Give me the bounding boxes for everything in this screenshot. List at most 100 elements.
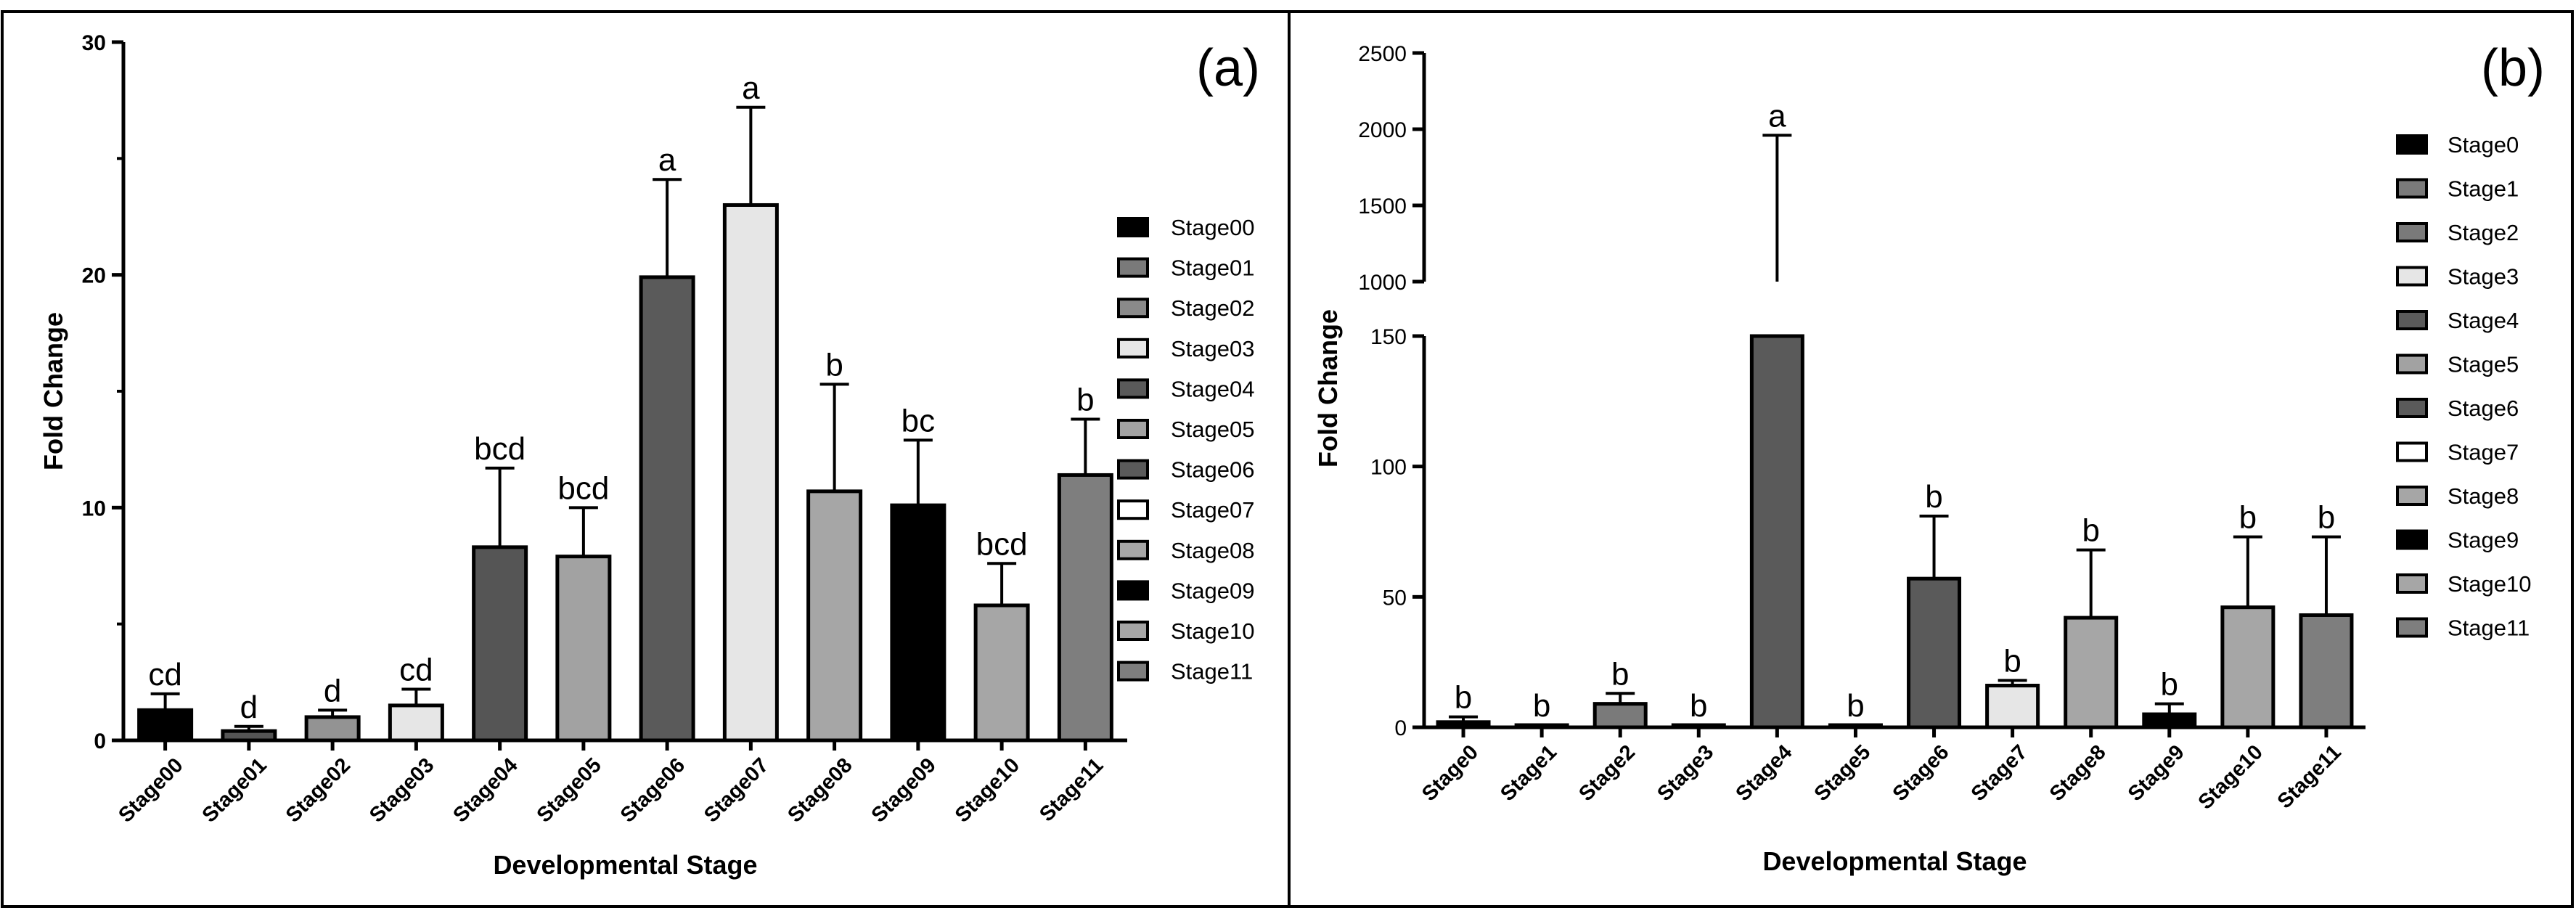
- legend-label-Stage01: Stage01: [1171, 255, 1255, 281]
- x-tick-label-Stage09: Stage09: [867, 753, 941, 827]
- legend-label-Stage07: Stage07: [1171, 497, 1255, 523]
- panel-label: (b): [2481, 39, 2545, 97]
- y-tick-label: 1000: [1358, 271, 1407, 295]
- y-tick-label: 20: [82, 264, 106, 288]
- legend-swatch-Stage07: [1117, 499, 1149, 520]
- y-tick-label: 1500: [1358, 195, 1407, 218]
- legend-label-Stage00: Stage00: [1171, 215, 1255, 240]
- y-tick-label: 2000: [1358, 118, 1407, 142]
- bar-Stage5: [1828, 723, 1883, 729]
- legend-swatch-Stage7: [2396, 441, 2428, 462]
- legend-label-Stage6: Stage6: [2448, 396, 2519, 421]
- significance-letter-Stage3: b: [1690, 688, 1707, 724]
- legend-swatch-Stage08: [1117, 539, 1149, 560]
- bar-Stage3: [1671, 723, 1726, 729]
- bar-Stage11: [2299, 613, 2354, 729]
- x-tick-label-Stage03: Stage03: [365, 753, 438, 827]
- bar-Stage1: [1514, 723, 1569, 729]
- legend-label-Stage03: Stage03: [1171, 336, 1255, 361]
- bar-Stage7: [1985, 684, 2040, 729]
- x-tick-label-Stage06: Stage06: [616, 753, 690, 827]
- significance-letter-Stage06: a: [658, 142, 676, 178]
- y-axis-title: Fold Change: [1313, 309, 1343, 467]
- bar-Stage11: [1057, 473, 1113, 743]
- x-tick-label-Stage7: Stage7: [1967, 740, 2032, 806]
- legend-swatch-Stage8: [2396, 486, 2428, 506]
- x-tick-label-Stage02: Stage02: [282, 753, 355, 827]
- significance-letter-Stage08: b: [825, 347, 843, 383]
- legend-label-Stage09: Stage09: [1171, 578, 1255, 603]
- legend-label-Stage04: Stage04: [1171, 376, 1255, 401]
- x-tick-label-Stage05: Stage05: [533, 753, 606, 827]
- significance-letter-Stage9: b: [2161, 667, 2178, 703]
- significance-letter-Stage10: b: [2239, 500, 2257, 536]
- x-axis-title: Developmental Stage: [1762, 846, 2027, 876]
- legend-label-Stage08: Stage08: [1171, 538, 1255, 563]
- bar-Stage04: [472, 545, 528, 743]
- x-tick-label-Stage00: Stage00: [114, 753, 187, 827]
- bar-Stage03: [388, 703, 444, 743]
- significance-letter-Stage10: bcd: [976, 526, 1028, 562]
- x-tick-label-Stage10: Stage10: [2194, 740, 2268, 814]
- bar-lower-Stage4: [1749, 334, 1804, 729]
- legend-swatch-Stage04: [1117, 378, 1149, 399]
- x-tick-label-Stage11: Stage11: [1035, 753, 1108, 826]
- bar-Stage0: [1436, 720, 1491, 729]
- y-tick-label: 0: [94, 729, 106, 753]
- legend-swatch-Stage05: [1117, 419, 1149, 439]
- bar-Stage02: [304, 715, 361, 743]
- significance-letter-Stage2: b: [1611, 656, 1629, 692]
- legend-swatch-Stage3: [2396, 266, 2428, 287]
- bar-Stage6: [1907, 576, 1962, 729]
- legend-label-Stage2: Stage2: [2448, 220, 2519, 245]
- legend-label-Stage7: Stage7: [2448, 440, 2519, 465]
- bar-Stage9: [2142, 712, 2197, 729]
- legend-swatch-Stage01: [1117, 257, 1149, 278]
- legend-label-Stage10: Stage10: [1171, 618, 1255, 644]
- x-axis-title: Developmental Stage: [493, 850, 757, 880]
- legend-label-Stage0: Stage0: [2448, 132, 2519, 158]
- x-tick-label-Stage8: Stage8: [2045, 740, 2111, 806]
- significance-letter-Stage05: bcd: [557, 470, 609, 506]
- y-axis-title: Fold Change: [38, 312, 68, 470]
- legend-label-Stage8: Stage8: [2448, 483, 2519, 509]
- bar-Stage06: [639, 275, 695, 743]
- legend-swatch-Stage11: [2396, 617, 2428, 638]
- legend-swatch-Stage1: [2396, 178, 2428, 199]
- legend-swatch-Stage11: [1117, 661, 1149, 682]
- significance-letter-Stage1: b: [1533, 688, 1550, 724]
- y-tick-label: 30: [82, 31, 106, 55]
- chart-panel-a: 0 10 20 30 cd Stage00 d Stage01 d Stage02 cd Stage0…: [38, 31, 1260, 880]
- legend-swatch-Stage9: [2396, 529, 2428, 550]
- x-tick-label-Stage04: Stage04: [449, 753, 522, 827]
- legend-label-Stage1: Stage1: [2448, 176, 2519, 202]
- y-tick-label: 0: [1394, 716, 1407, 740]
- y-tick-label: 2500: [1358, 42, 1407, 66]
- significance-letter-Stage02: d: [324, 673, 341, 708]
- legend-swatch-Stage0: [2396, 134, 2428, 155]
- x-tick-label-Stage1: Stage1: [1496, 740, 1561, 806]
- x-tick-label-Stage01: Stage01: [198, 753, 271, 827]
- x-tick-label-Stage0: Stage0: [1418, 740, 1483, 806]
- legend-label-Stage5: Stage5: [2448, 352, 2519, 377]
- significance-letter-Stage11: b: [1076, 382, 1094, 417]
- bar-Stage10: [2220, 605, 2276, 729]
- legend-label-Stage4: Stage4: [2448, 308, 2519, 333]
- bar-Stage2: [1592, 702, 1648, 729]
- legend-label-Stage11: Stage11: [1171, 659, 1253, 684]
- x-tick-label-Stage9: Stage9: [2124, 740, 2189, 806]
- y-tick-label: 50: [1383, 586, 1407, 610]
- x-tick-label-Stage5: Stage5: [1810, 740, 1876, 806]
- legend-label-Stage06: Stage06: [1171, 457, 1255, 483]
- significance-letter-Stage7: b: [2003, 643, 2021, 679]
- x-tick-label-Stage2: Stage2: [1574, 740, 1640, 806]
- significance-letter-Stage03: cd: [399, 652, 433, 687]
- bar-Stage00: [137, 708, 194, 743]
- bar-Stage10: [973, 603, 1030, 743]
- bar-Stage01: [221, 729, 277, 743]
- bar-Stage8: [2064, 616, 2119, 729]
- legend-swatch-Stage06: [1117, 459, 1149, 480]
- significance-letter-Stage01: d: [240, 690, 258, 725]
- y-tick-label: 150: [1370, 325, 1407, 349]
